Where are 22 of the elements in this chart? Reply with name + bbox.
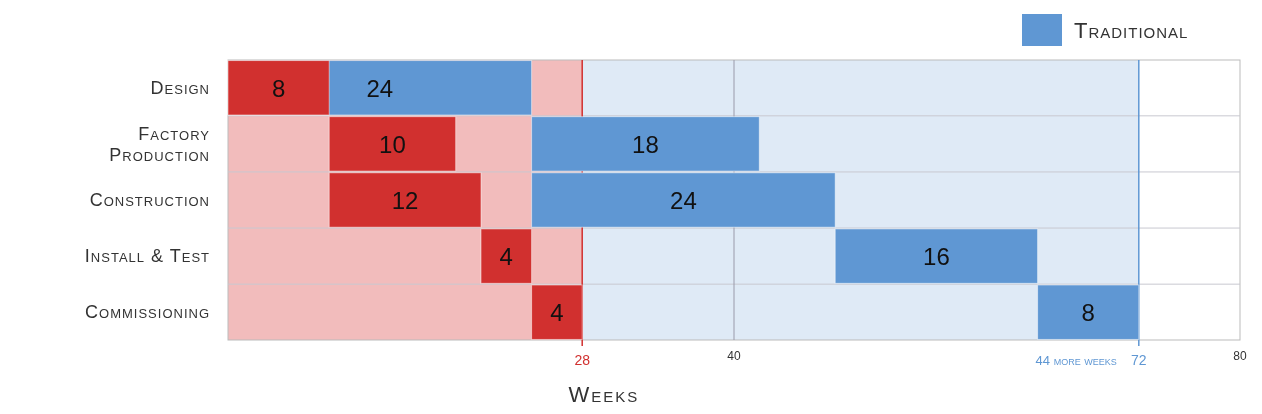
y-tick-label: Construction <box>89 190 210 210</box>
text: 44 more weeks <box>1035 353 1117 368</box>
legend-label: Traditional <box>1074 18 1189 43</box>
data-label: 24 <box>670 187 697 214</box>
y-tick-label: Install & Test <box>84 246 210 267</box>
x-tick-label: 40 <box>727 349 741 363</box>
data-label: 8 <box>1081 299 1095 327</box>
y-tick-label: Commissioning <box>85 302 210 323</box>
data-label: 10 <box>379 130 406 158</box>
data-label: 16 <box>923 243 950 271</box>
data-label: 4 <box>499 243 513 271</box>
data-label: 24 <box>366 74 394 102</box>
ref-line-label: 72 <box>1131 352 1147 368</box>
y-tick-label: Factory Production <box>109 123 210 165</box>
data-label: 18 <box>632 130 659 158</box>
data-label: 8 <box>271 74 286 102</box>
x-axis-title: Weeks <box>568 382 640 407</box>
data-label: 4 <box>550 299 564 327</box>
ref-line-label: 28 <box>574 352 591 368</box>
data-label: 12 <box>391 187 419 214</box>
x-tick-label: 80 <box>1233 349 1247 363</box>
y-tick-label: Design <box>150 77 210 98</box>
